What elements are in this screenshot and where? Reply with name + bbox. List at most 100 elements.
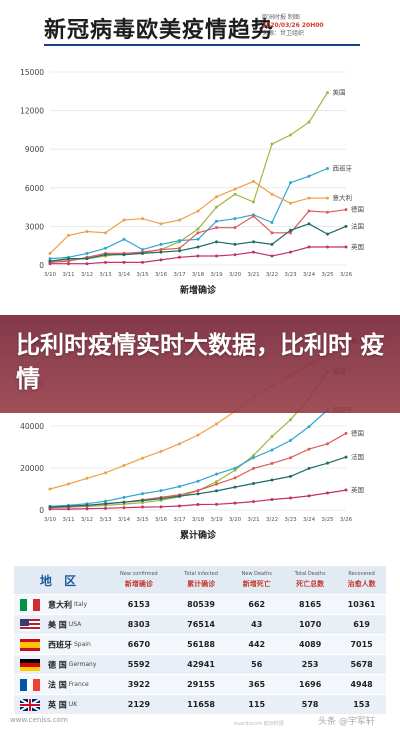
table-row: 西班牙 Spain 6670 56188 442 4089 7015 [14,634,386,655]
data-point [326,232,329,236]
new-deaths-cell: 115 [230,694,284,714]
data-point [270,254,274,258]
total-infected-cell: 56188 [171,634,231,655]
total-infected-cell: 11658 [171,694,231,714]
x-tick-label: 3/11 [62,517,74,523]
data-point [141,501,144,505]
total-deaths-cell: 8165 [283,594,338,615]
data-point [122,506,126,510]
data-point [122,500,126,504]
data-point [344,224,348,228]
data-point [215,472,218,476]
data-point [289,418,292,422]
y-tick-label: 20000 [20,464,44,473]
country-cell: 意大利 Italy [14,594,106,615]
x-tick-label: 3/10 [44,517,57,523]
x-tick-label: 3/12 [81,517,93,523]
data-point [196,433,200,437]
uk-flag-icon [20,698,40,711]
data-point [159,242,163,246]
data-point [215,240,218,244]
data-point [141,260,144,264]
data-point [215,482,218,486]
data-point [233,485,237,489]
data-point [122,253,126,257]
series-label: 意大利 [333,193,353,202]
data-point [104,246,107,250]
series-label: 德国 [351,428,364,437]
x-tick-label: 3/13 [99,272,112,278]
data-point [252,179,255,183]
country-name-cn: 西班牙 [48,640,72,649]
new-confirmed-cell: 5592 [106,654,172,675]
header-date-source: 来源：世卫组织 [262,30,305,37]
header-source: 欧洲时报 制图 [262,14,300,21]
data-point [48,262,52,266]
new-deaths-cell: 662 [230,594,284,615]
new-deaths-cell: 442 [230,634,284,655]
header-new-deaths-en: New Deaths [241,571,272,577]
data-point [270,142,274,146]
new-confirmed-cell: 6153 [106,594,172,615]
data-point [215,480,218,484]
x-axis-label: 新增确诊 [180,284,217,296]
data-point [159,505,163,509]
data-point [289,250,292,254]
data-point [233,466,237,470]
data-point [252,453,255,457]
x-tick-label: 3/26 [340,272,353,278]
data-point [159,449,163,453]
x-tick-label: 3/20 [229,517,242,523]
data-point [307,174,311,178]
data-point [48,251,52,255]
x-tick-label: 3/13 [99,517,112,523]
header-new-confirmed: New confirmed 新增确诊 [106,566,172,595]
x-tick-label: 3/18 [192,517,205,523]
country-name-cn: 意大利 [48,600,72,609]
page-title: 新冠病毒欧美疫情趋势 [44,18,275,43]
recovered-cell: 619 [337,614,386,635]
data-point [326,442,329,446]
data-point [159,222,163,226]
data-point [270,435,274,438]
recovered-cell: 10361 [337,594,386,615]
data-point [289,438,292,442]
data-point [326,196,329,200]
france-flag-icon [20,678,40,691]
total-deaths-cell: 1696 [283,674,338,695]
data-point [85,230,89,234]
total-deaths-cell: 4089 [283,634,338,655]
data-point [196,492,200,496]
country-name-en: Italy [74,601,88,608]
y-tick-label: 40000 [20,422,44,431]
data-point [252,200,255,204]
data-point [85,476,89,480]
x-tick-label: 3/26 [340,517,353,523]
data-point [233,242,237,246]
data-point [178,246,181,250]
new-confirmed-cell: 3922 [106,674,172,695]
data-point [141,456,144,460]
data-point [85,507,89,511]
data-point [104,506,107,510]
header-new-confirmed-zh: 新增确诊 [124,580,153,588]
data-point [252,250,255,254]
x-tick-label: 3/23 [284,272,297,278]
total-infected-cell: 76514 [171,614,231,635]
data-point [233,187,237,191]
header-total-deaths-en: Total Deaths [294,571,326,577]
data-point [215,205,218,209]
data-point [307,196,311,200]
header-date: 2020/03/26 20H00 [262,22,324,29]
data-point [270,498,274,501]
y-tick-label: 0 [39,506,44,515]
header-total-deaths-zh: 死亡总数 [296,580,325,588]
table-row: 法 国 France 3922 29155 365 1696 4948 [14,674,386,695]
header-total-infected-zh: 累计确诊 [187,580,216,588]
data-point [233,476,237,480]
header-recovered-zh: 治愈人数 [347,580,376,588]
recovered-cell: 4948 [337,674,386,695]
total-infected-cell: 80539 [171,594,231,615]
x-tick-label: 3/24 [303,272,316,278]
data-point [178,239,181,243]
